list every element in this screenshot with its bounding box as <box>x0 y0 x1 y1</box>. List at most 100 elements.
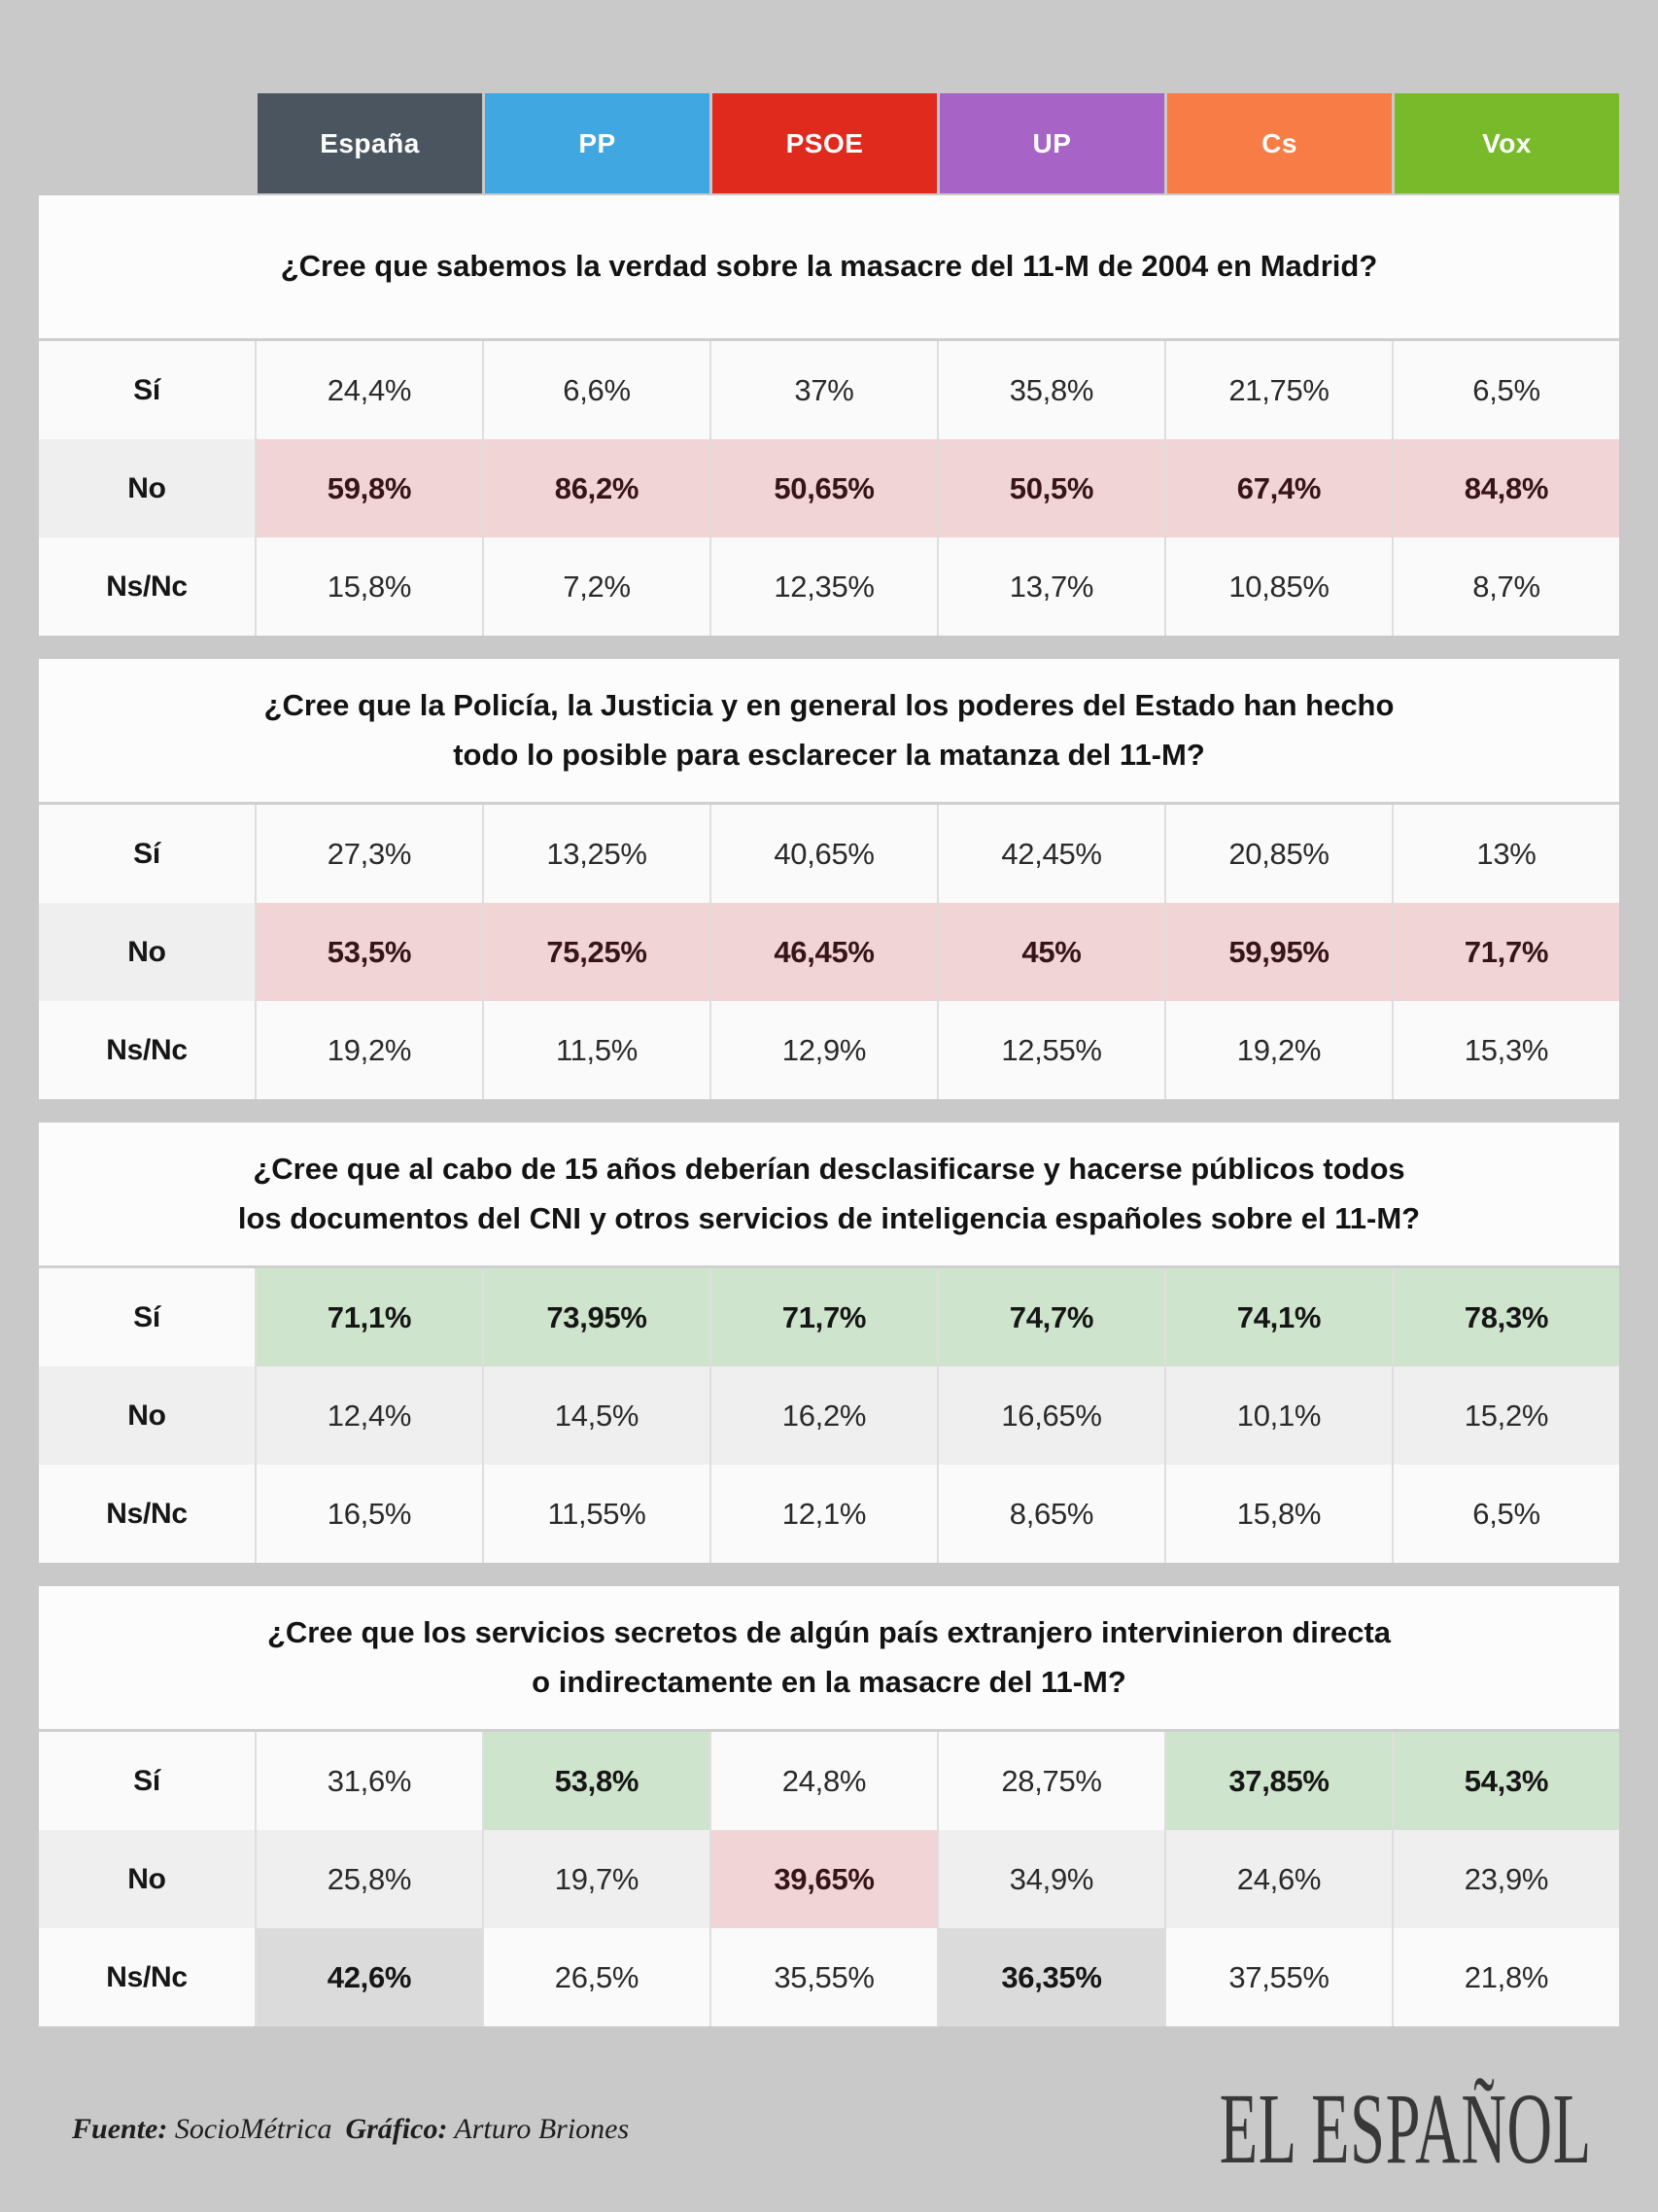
table-row-no: No 12,4% 14,5% 16,2% 16,65% 10,1% 15,2% <box>39 1366 1619 1465</box>
row-label-si: Sí <box>39 1268 255 1366</box>
value-cell-cs-ns-nc: 19,2% <box>1164 1001 1392 1099</box>
value-cell-vox-no: 84,8% <box>1392 439 1619 537</box>
value-cell-up-si: 35,8% <box>937 341 1164 439</box>
value-cell-vox-si: 13% <box>1392 805 1619 903</box>
column-header-cs: Cs <box>1167 93 1392 193</box>
value-cell-espana-no: 12,4% <box>255 1366 482 1465</box>
table-row-ns-nc: Ns/Nc 16,5% 11,55% 12,1% 8,65% 15,8% 6,5% <box>39 1465 1619 1563</box>
value-cell-cs-ns-nc: 37,55% <box>1164 1928 1392 2026</box>
value-cell-up-ns-nc: 36,35% <box>937 1928 1164 2026</box>
question-table-1: ¿Cree que sabemos la verdad sobre la mas… <box>39 195 1619 636</box>
footer: Fuente: SocioMétrica Gráfico: Arturo Brio… <box>39 2071 1619 2187</box>
value-cell-cs-no: 67,4% <box>1164 439 1392 537</box>
row-label-no: No <box>39 1366 255 1465</box>
value-cell-pp-ns-nc: 7,2% <box>482 537 709 636</box>
question-title-3: ¿Cree que al cabo de 15 años deberían de… <box>39 1123 1619 1268</box>
table-row-no: No 53,5% 75,25% 46,45% 45% 59,95% 71,7% <box>39 903 1619 1001</box>
value-cell-up-no: 16,65% <box>937 1366 1164 1465</box>
table-row-no: No 25,8% 19,7% 39,65% 34,9% 24,6% 23,9% <box>39 1830 1619 1928</box>
value-cell-espana-si: 27,3% <box>255 805 482 903</box>
value-cell-cs-si: 20,85% <box>1164 805 1392 903</box>
value-cell-vox-si: 78,3% <box>1392 1268 1619 1366</box>
value-cell-cs-si: 37,85% <box>1164 1732 1392 1830</box>
value-cell-pp-si: 73,95% <box>482 1268 709 1366</box>
value-cell-cs-si: 21,75% <box>1164 341 1392 439</box>
value-cell-pp-si: 6,6% <box>482 341 709 439</box>
value-cell-pp-ns-nc: 11,55% <box>482 1465 709 1563</box>
value-cell-psoe-no: 46,45% <box>709 903 937 1001</box>
question-table-4: ¿Cree que los servicios secretos de algú… <box>39 1586 1619 2026</box>
fuente-value: SocioMétrica <box>174 2112 332 2145</box>
value-cell-psoe-no: 16,2% <box>709 1366 937 1465</box>
value-cell-espana-si: 31,6% <box>255 1732 482 1830</box>
row-label-si: Sí <box>39 805 255 903</box>
value-cell-pp-no: 14,5% <box>482 1366 709 1465</box>
table-row-ns-nc: Ns/Nc 42,6% 26,5% 35,55% 36,35% 37,55% 21,8% <box>39 1928 1619 2026</box>
value-cell-vox-si: 6,5% <box>1392 341 1619 439</box>
value-cell-psoe-si: 24,8% <box>709 1732 937 1830</box>
value-cell-espana-ns-nc: 19,2% <box>255 1001 482 1099</box>
value-cell-psoe-no: 50,65% <box>709 439 937 537</box>
row-label-ns-nc: Ns/Nc <box>39 537 255 636</box>
value-cell-psoe-ns-nc: 35,55% <box>709 1928 937 2026</box>
row-label-si: Sí <box>39 1732 255 1830</box>
value-cell-psoe-ns-nc: 12,1% <box>709 1465 937 1563</box>
table-row-si: Sí 31,6% 53,8% 24,8% 28,75% 37,85% 54,3% <box>39 1732 1619 1830</box>
question-title-4: ¿Cree que los servicios secretos de algú… <box>39 1586 1619 1732</box>
party-header-row: España PP PSOE UP Cs Vox <box>39 93 1619 193</box>
value-cell-up-ns-nc: 13,7% <box>937 537 1164 636</box>
value-cell-vox-ns-nc: 21,8% <box>1392 1928 1619 2026</box>
value-cell-cs-ns-nc: 15,8% <box>1164 1465 1392 1563</box>
row-label-no: No <box>39 903 255 1001</box>
value-cell-psoe-si: 71,7% <box>709 1268 937 1366</box>
row-label-si: Sí <box>39 341 255 439</box>
value-cell-espana-no: 59,8% <box>255 439 482 537</box>
value-cell-up-si: 74,7% <box>937 1268 1164 1366</box>
row-label-ns-nc: Ns/Nc <box>39 1928 255 2026</box>
source-credit: Fuente: SocioMétrica Gráfico: Arturo Brio… <box>72 2113 629 2146</box>
row-label-no: No <box>39 439 255 537</box>
table-row-no: No 59,8% 86,2% 50,65% 50,5% 67,4% 84,8% <box>39 439 1619 537</box>
value-cell-psoe-ns-nc: 12,9% <box>709 1001 937 1099</box>
value-cell-espana-ns-nc: 16,5% <box>255 1465 482 1563</box>
table-row-si: Sí 27,3% 13,25% 40,65% 42,45% 20,85% 13% <box>39 805 1619 903</box>
value-cell-vox-ns-nc: 15,3% <box>1392 1001 1619 1099</box>
el-espanol-logo: EL ESPAÑOL <box>991 2071 1592 2187</box>
value-cell-pp-ns-nc: 26,5% <box>482 1928 709 2026</box>
table-row-si: Sí 71,1% 73,95% 71,7% 74,7% 74,1% 78,3% <box>39 1268 1619 1366</box>
table-row-si: Sí 24,4% 6,6% 37% 35,8% 21,75% 6,5% <box>39 341 1619 439</box>
value-cell-cs-no: 24,6% <box>1164 1830 1392 1928</box>
value-cell-psoe-no: 39,65% <box>709 1830 937 1928</box>
row-label-ns-nc: Ns/Nc <box>39 1465 255 1563</box>
value-cell-pp-ns-nc: 11,5% <box>482 1001 709 1099</box>
value-cell-vox-si: 54,3% <box>1392 1732 1619 1830</box>
value-cell-vox-ns-nc: 6,5% <box>1392 1465 1619 1563</box>
row-label-ns-nc: Ns/Nc <box>39 1001 255 1099</box>
value-cell-vox-no: 23,9% <box>1392 1830 1619 1928</box>
tables: ¿Cree que sabemos la verdad sobre la mas… <box>39 195 1619 2026</box>
value-cell-espana-ns-nc: 15,8% <box>255 537 482 636</box>
value-cell-up-no: 45% <box>937 903 1164 1001</box>
value-cell-up-si: 28,75% <box>937 1732 1164 1830</box>
value-cell-vox-ns-nc: 8,7% <box>1392 537 1619 636</box>
value-cell-up-no: 34,9% <box>937 1830 1164 1928</box>
question-table-2: ¿Cree que la Policía, la Justicia y en g… <box>39 659 1619 1099</box>
el-espanol-logo-text: EL ESPAÑOL <box>1220 2073 1592 2185</box>
value-cell-psoe-si: 40,65% <box>709 805 937 903</box>
grafico-label: Gráfico: <box>345 2112 448 2145</box>
question-title-1: ¿Cree que sabemos la verdad sobre la mas… <box>39 195 1619 341</box>
value-cell-psoe-si: 37% <box>709 341 937 439</box>
table-row-ns-nc: Ns/Nc 19,2% 11,5% 12,9% 12,55% 19,2% 15,3% <box>39 1001 1619 1099</box>
column-header-up: UP <box>940 93 1164 193</box>
value-cell-up-no: 50,5% <box>937 439 1164 537</box>
value-cell-pp-no: 19,7% <box>482 1830 709 1928</box>
value-cell-espana-no: 53,5% <box>255 903 482 1001</box>
value-cell-pp-no: 75,25% <box>482 903 709 1001</box>
value-cell-up-si: 42,45% <box>937 805 1164 903</box>
value-cell-pp-no: 86,2% <box>482 439 709 537</box>
value-cell-vox-no: 15,2% <box>1392 1366 1619 1465</box>
value-cell-cs-no: 10,1% <box>1164 1366 1392 1465</box>
column-header-espana: España <box>258 93 482 193</box>
value-cell-cs-si: 74,1% <box>1164 1268 1392 1366</box>
column-header-psoe: PSOE <box>712 93 937 193</box>
